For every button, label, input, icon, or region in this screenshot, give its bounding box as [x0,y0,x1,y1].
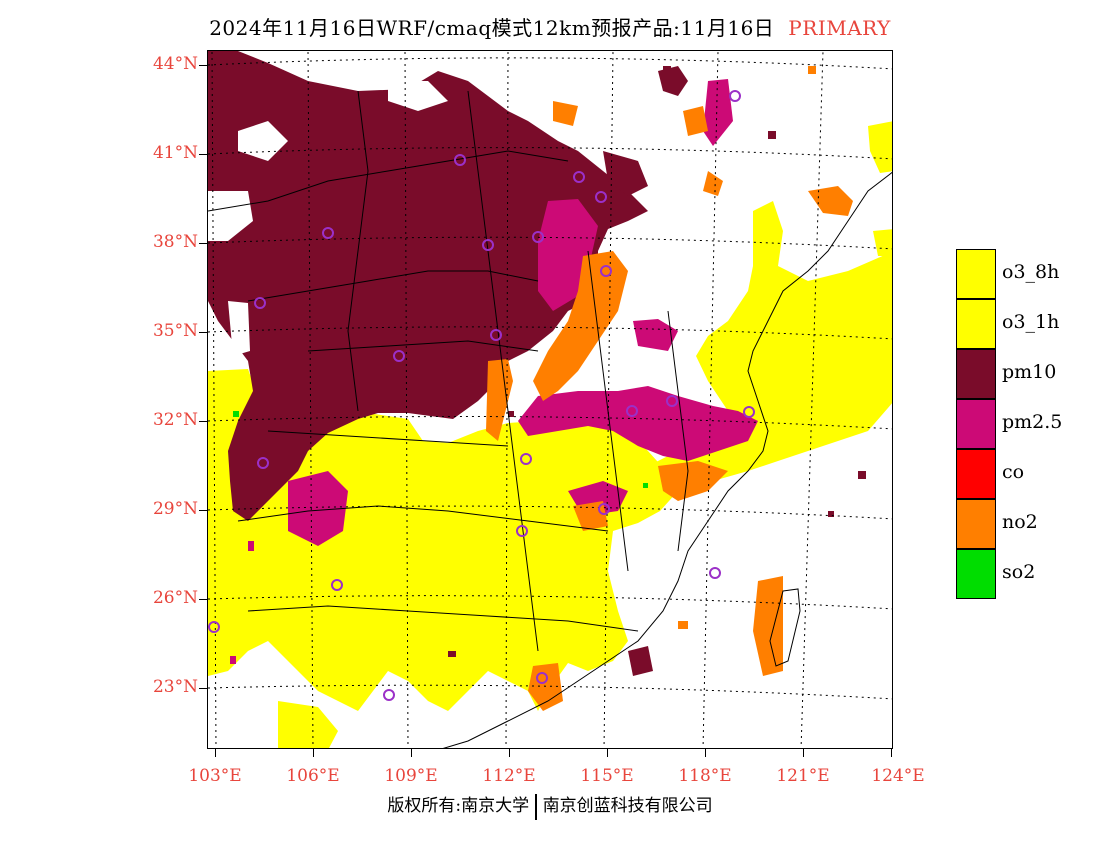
copyright-footer: 版权所有:南京大学 南京创蓝科技有限公司 [0,791,1100,820]
station-marker [516,525,528,537]
legend-label: pm10 [1002,361,1057,383]
lat-label-23: 23°N [152,677,198,697]
map-title: 2024年11月16日WRF/cmaq模式12km预报产品:11月16日 PRIM… [0,12,1100,41]
station-marker [573,171,585,183]
lat-tick [199,332,207,333]
station-marker [208,621,220,633]
legend-label: so2 [1002,561,1036,583]
station-marker [709,567,721,579]
lon-tick [803,749,804,757]
lat-tick [199,510,207,511]
legend-label: pm2.5 [1002,411,1063,433]
station-marker [454,154,466,166]
station-marker [729,90,741,102]
lon-label-121: 121°E [776,766,830,786]
station-marker [743,406,755,418]
station-marker [536,672,548,684]
lon-label-118: 118°E [678,766,732,786]
lon-tick [509,749,510,757]
lon-tick [607,749,608,757]
graticule [208,51,892,748]
ozone-areas [208,121,892,748]
legend-label: o3_8h [1002,261,1060,283]
scattered-cells [230,66,866,664]
lat-tick [199,154,207,155]
map-canvas [208,51,892,748]
lon-label-124: 124°E [871,766,925,786]
copyright-company: 南京创蓝科技有限公司 [542,796,713,816]
legend-label: o3_1h [1002,311,1060,333]
map-title-text: 2024年11月16日WRF/cmaq模式12km预报产品:11月16日 [209,16,775,40]
lat-tick [199,65,207,66]
legend-label: co [1002,461,1025,483]
legend-swatch [956,249,996,299]
pollutant-map [207,50,893,749]
no2-areas [486,101,853,711]
lon-tick [313,749,314,757]
lat-tick [199,599,207,600]
lat-tick [199,688,207,689]
legend-swatch [956,299,996,349]
legend-label: no2 [1002,511,1038,533]
lon-tick [891,749,892,757]
station-marker [482,239,494,251]
station-marker [520,453,532,465]
lon-label-109: 109°E [384,766,438,786]
footer-divider [535,793,537,820]
legend-swatch [956,499,996,549]
lon-label-112: 112°E [482,766,536,786]
taiwan-outline [769,588,801,667]
lat-tick [199,421,207,422]
lat-label-26: 26°N [152,588,198,608]
legend-swatch [956,449,996,499]
lon-tick [215,749,216,757]
lon-label-115: 115°E [580,766,634,786]
legend-swatch [956,399,996,449]
station-marker [595,191,607,203]
lat-tick [199,243,207,244]
lat-label-29: 29°N [152,499,198,519]
legend-swatch [956,349,996,399]
lon-label-103: 103°E [188,766,242,786]
lat-label-35: 35°N [152,321,198,341]
lon-tick [705,749,706,757]
lat-label-38: 38°N [152,232,198,252]
station-marker [257,457,269,469]
clear-areas [208,81,448,356]
pm10-areas [208,51,688,676]
station-marker [532,231,544,243]
lon-label-106: 106°E [286,766,340,786]
station-marker [254,297,266,309]
lat-label-32: 32°N [152,410,198,430]
station-marker [598,503,610,515]
copyright-owner: 版权所有:南京大学 [387,796,530,816]
station-marker [626,405,638,417]
station-marker [666,395,678,407]
station-marker [331,579,343,591]
station-marker [490,329,502,341]
boundary-lines [208,90,892,748]
station-marker [393,350,405,362]
station-markers [208,90,755,701]
lat-label-41: 41°N [152,143,198,163]
station-marker [383,689,395,701]
lat-label-44: 44°N [152,54,198,74]
station-marker [322,227,334,239]
lon-tick [411,749,412,757]
legend-swatch [956,549,996,599]
station-marker [600,265,612,277]
primary-tag: PRIMARY [788,16,891,40]
